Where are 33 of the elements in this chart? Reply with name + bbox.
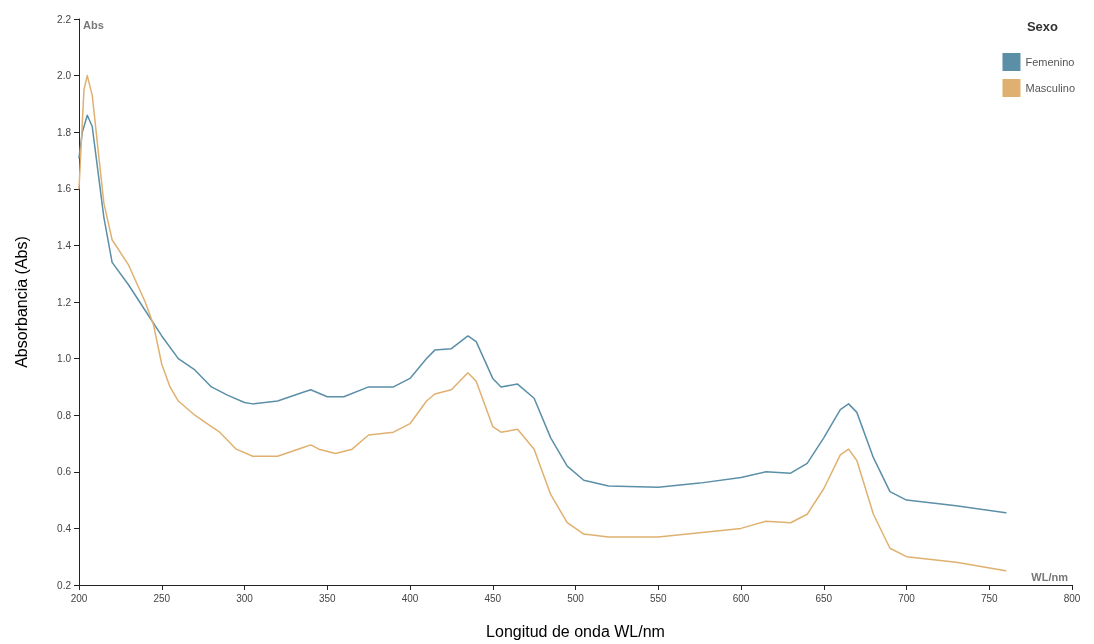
x-tick-label: 350 xyxy=(318,592,337,604)
line-series xyxy=(78,114,1007,514)
x-tick-label: 650 xyxy=(815,592,833,604)
x-axis-title: Longitud de onda WL/nm xyxy=(486,622,665,640)
x-tick-label: 800 xyxy=(1063,592,1081,604)
line-series xyxy=(78,74,1007,572)
y-tick-label: 0.6 xyxy=(57,466,72,478)
y-tick-label: 2.2 xyxy=(57,13,72,25)
x-tick-label: 750 xyxy=(980,592,999,604)
x-tick-label: 250 xyxy=(153,592,171,604)
y-tick-label: 1.8 xyxy=(57,126,72,138)
y-tick-label: 0.8 xyxy=(57,409,72,421)
y-tick-label: 1.0 xyxy=(57,353,72,365)
y-tick-label: 0.2 xyxy=(57,579,72,591)
y-tick-label: 1.6 xyxy=(57,183,72,195)
legend-title: Sexo xyxy=(1026,19,1059,34)
x-tick-label: 450 xyxy=(484,592,502,604)
legend-label: Femenino xyxy=(1025,56,1075,68)
x-tick-label: 300 xyxy=(236,592,254,604)
x-tick-label: 400 xyxy=(401,592,419,604)
x-tick-label: 200 xyxy=(70,592,88,604)
annotation: Abs xyxy=(83,19,104,31)
y-tick-label: 2.0 xyxy=(57,70,72,82)
x-tick-label: 600 xyxy=(732,592,750,604)
x-tick-label: 700 xyxy=(898,592,916,604)
legend-label: Masculino xyxy=(1025,82,1076,94)
annotation: WL/nm xyxy=(1031,571,1069,583)
x-tick-label: 550 xyxy=(649,592,668,604)
x-tick-label: 500 xyxy=(567,592,585,604)
y-tick-label: 1.4 xyxy=(57,239,72,251)
y-axis-title: Absorbancia (Abs) xyxy=(12,236,30,368)
y-tick-label: 0.4 xyxy=(57,522,72,534)
y-tick-label: 1.2 xyxy=(57,296,72,308)
